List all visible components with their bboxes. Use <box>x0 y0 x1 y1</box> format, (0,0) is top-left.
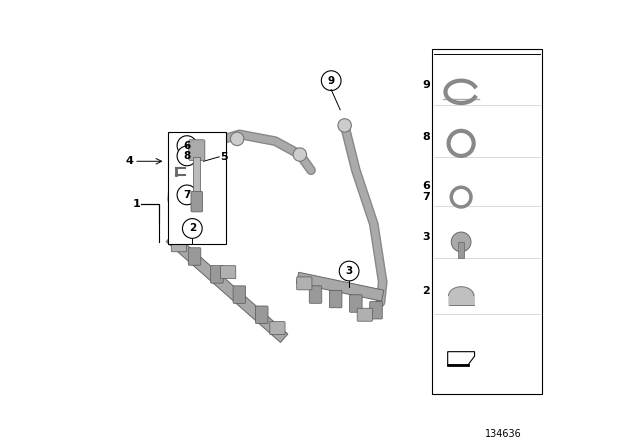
Circle shape <box>230 132 244 146</box>
Text: 3: 3 <box>346 266 353 276</box>
Text: 9: 9 <box>422 80 430 90</box>
Circle shape <box>293 148 307 161</box>
FancyBboxPatch shape <box>189 140 205 160</box>
Circle shape <box>451 232 471 252</box>
FancyBboxPatch shape <box>309 286 322 303</box>
Circle shape <box>339 261 359 281</box>
Circle shape <box>321 71 341 90</box>
FancyBboxPatch shape <box>211 266 223 283</box>
Polygon shape <box>296 272 384 301</box>
Polygon shape <box>448 352 475 365</box>
Text: 7: 7 <box>183 190 191 200</box>
FancyBboxPatch shape <box>255 306 268 323</box>
Text: 8: 8 <box>422 132 430 142</box>
FancyBboxPatch shape <box>270 322 285 335</box>
Bar <box>193 157 200 195</box>
FancyBboxPatch shape <box>349 295 362 312</box>
Text: 1: 1 <box>132 199 140 209</box>
FancyBboxPatch shape <box>330 290 342 308</box>
FancyBboxPatch shape <box>172 239 186 252</box>
FancyBboxPatch shape <box>221 266 236 279</box>
Circle shape <box>177 146 197 166</box>
Circle shape <box>177 136 197 155</box>
Circle shape <box>182 219 202 238</box>
Circle shape <box>177 185 197 205</box>
Text: 5: 5 <box>220 152 227 162</box>
Polygon shape <box>166 233 288 342</box>
FancyBboxPatch shape <box>191 191 203 212</box>
Text: 6: 6 <box>422 181 430 191</box>
Bar <box>432 49 541 394</box>
FancyBboxPatch shape <box>233 286 246 303</box>
FancyBboxPatch shape <box>297 277 312 290</box>
Text: 134636: 134636 <box>485 429 522 439</box>
Text: 6: 6 <box>183 141 191 151</box>
Text: 2: 2 <box>189 224 196 233</box>
FancyBboxPatch shape <box>370 302 382 319</box>
Circle shape <box>338 119 351 132</box>
Text: 8: 8 <box>183 151 191 161</box>
FancyBboxPatch shape <box>168 132 226 244</box>
FancyBboxPatch shape <box>357 308 372 321</box>
Text: 4: 4 <box>125 156 134 166</box>
Text: 3: 3 <box>422 233 430 242</box>
Text: 9: 9 <box>328 76 335 86</box>
Text: 7: 7 <box>422 192 430 202</box>
FancyBboxPatch shape <box>188 248 201 265</box>
Text: 2: 2 <box>422 286 430 296</box>
Bar <box>458 242 464 258</box>
